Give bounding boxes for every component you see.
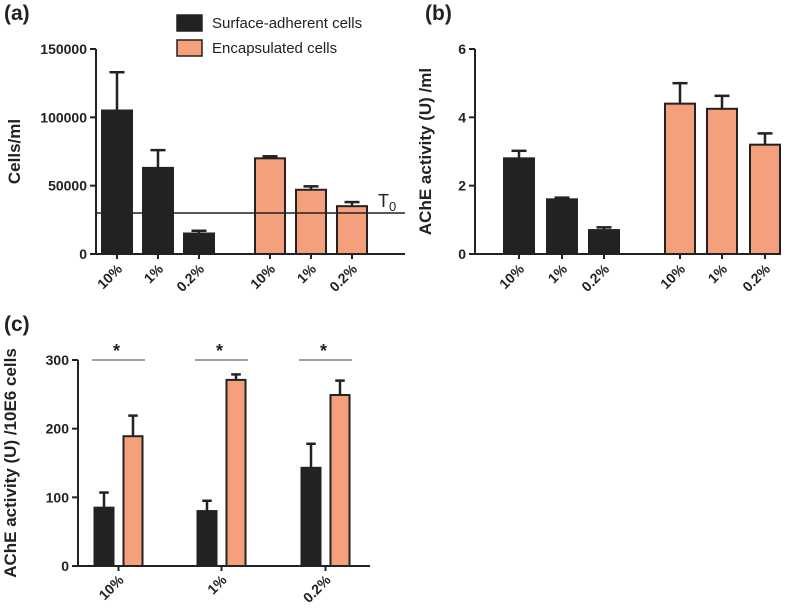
y-tick-label: 0 (61, 558, 69, 574)
significance-star: * (113, 341, 120, 361)
x-tick-label: 10% (657, 260, 689, 292)
bar (183, 232, 215, 255)
y-tick-label: 100 (46, 489, 70, 505)
x-tick-label: 1% (204, 571, 230, 597)
bar (749, 143, 781, 256)
legend: Surface-adherent cells Encapsulated cell… (176, 14, 362, 57)
bar (336, 205, 368, 256)
y-tick-label: 0 (79, 246, 87, 262)
x-tick-label: 10% (95, 571, 127, 603)
x-tick-label: 10% (94, 260, 126, 292)
y-tick-label: 100000 (40, 109, 87, 125)
x-tick-label: 1% (704, 260, 730, 286)
bar (664, 102, 696, 255)
x-tick-label: 1% (544, 260, 570, 286)
panel-label: (a) (4, 2, 30, 25)
y-axis-label: AChE activity (U) /10E6 cells (1, 348, 20, 578)
x-tick-label: 0.2% (300, 571, 334, 605)
legend-label-encapsulated: Encapsulated cells (212, 40, 337, 57)
bar (588, 229, 620, 255)
chart-panel-c: (c) AChE activity (U) /10E6 cells 0 100 200 3… (1, 313, 370, 606)
bar (300, 466, 322, 568)
significance-star: * (216, 341, 223, 361)
panel-label: (b) (425, 2, 452, 25)
x-tick-label: 0.2% (739, 260, 773, 294)
chart-panel-b: (b) AChE activity (U) /ml 0 2 4 6 10% 1% 0.2% 10%… (416, 2, 781, 295)
y-axis-label: AChE activity (U) /ml (416, 68, 435, 235)
legend-swatch-encapsulated (176, 39, 203, 57)
reference-line-label: T0 (378, 191, 396, 214)
x-tick-label: 0.2% (326, 260, 360, 294)
x-tick-label: 0.2% (578, 260, 612, 294)
x-tick-label: 0.2% (173, 260, 207, 294)
x-tick-label: 1% (293, 260, 319, 286)
y-tick-label: 6 (458, 41, 466, 57)
y-tick-label: 300 (46, 352, 70, 368)
bar (329, 394, 351, 567)
x-tick-label: 10% (247, 260, 279, 292)
y-tick-label: 2 (458, 178, 466, 194)
legend-label-surface: Surface-adherent cells (212, 15, 362, 32)
y-tick-label: 4 (458, 109, 466, 125)
bar (122, 435, 144, 567)
y-tick-label: 150000 (40, 41, 87, 57)
x-tick-label: 10% (496, 260, 528, 292)
bar (225, 378, 247, 567)
x-tick-label: 1% (140, 260, 166, 286)
y-axis-label: Cells/ml (5, 119, 24, 184)
bar (101, 109, 133, 255)
bar (295, 188, 327, 255)
bar (196, 510, 218, 568)
bar (254, 157, 286, 255)
significance-star: * (320, 341, 327, 361)
panel-label: (c) (4, 313, 30, 336)
bar (706, 107, 738, 255)
legend-swatch-surface (176, 14, 203, 32)
y-tick-label: 0 (458, 246, 466, 262)
y-tick-label: 200 (46, 421, 70, 437)
bar (142, 166, 174, 255)
y-tick-label: 50000 (48, 178, 87, 194)
bar (93, 506, 115, 567)
chart-panel-a: (a) Cells/ml 0 50000 100000 150000 10% 1% 0.2% 10… (4, 2, 405, 295)
bar (503, 157, 535, 255)
bar (546, 198, 578, 255)
